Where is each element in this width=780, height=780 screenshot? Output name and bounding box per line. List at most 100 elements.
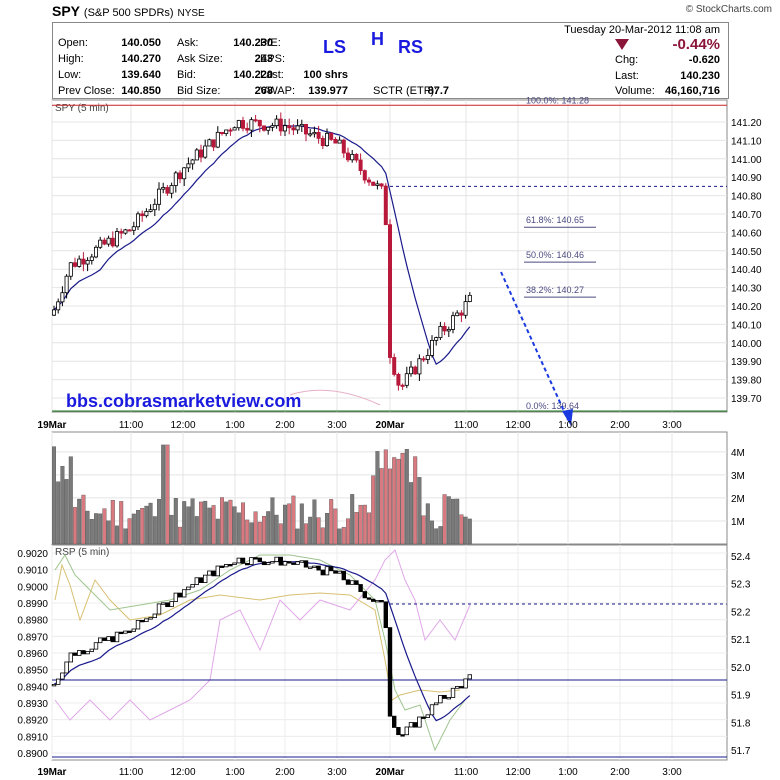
rsp-bar [387, 627, 393, 717]
volume-bar [451, 498, 456, 545]
price-tick-label: 140.60 [731, 228, 762, 239]
rsp-bar [421, 716, 426, 719]
volume-bar [434, 528, 439, 545]
volume-bars [52, 444, 472, 545]
candle-body [308, 133, 313, 136]
rsp-bar [345, 579, 351, 585]
volume-bar [249, 522, 254, 545]
price-tick-label: 140.20 [731, 302, 762, 313]
candle-body [303, 124, 308, 135]
volume-bar [135, 510, 140, 545]
candle-body [320, 137, 325, 147]
volume-bar [85, 510, 90, 545]
candle-body [194, 149, 199, 161]
rsp-left-axis: 0.9020 0.9010 0.9000 0.8990 0.8980 0.8970 0.89… [17, 549, 48, 760]
sctr-label: SCTR (ETF): [373, 85, 438, 97]
volume-bar [262, 516, 267, 545]
last-value: 140.230 [680, 70, 720, 82]
rsp-bar [215, 565, 220, 577]
candle-body [404, 373, 409, 386]
price-panel: 141.20 141.10 141.00 140.90 140.80 140.70 140.… [51, 95, 762, 426]
rsp-green-line [54, 554, 466, 752]
open-value: 140.050 [121, 37, 161, 49]
candle-body [278, 118, 283, 132]
candle-body [123, 229, 128, 234]
candle-body [253, 119, 258, 122]
rsp-left-tick-label: 0.8900 [17, 749, 48, 760]
rsp-bar [173, 592, 178, 602]
volume-bar [93, 513, 98, 545]
price-tick-label: 139.80 [731, 376, 762, 387]
candle-body [161, 187, 166, 190]
rsp-bar [282, 561, 288, 566]
price-tick-label: 139.90 [731, 357, 762, 368]
rsp-bar [181, 589, 187, 598]
volume-bar [194, 516, 199, 545]
rsp-bar [391, 715, 397, 728]
candle-body [274, 118, 279, 127]
volume-bar [182, 501, 187, 545]
ticker-title: SPY (S&P 500 SPDRs) NYSE [52, 3, 205, 19]
volume-bar [467, 518, 472, 545]
candle-body [417, 358, 422, 375]
candle-body [207, 139, 212, 147]
candle-body [291, 127, 296, 131]
volume-bar [173, 498, 178, 545]
rsp-tan-line [54, 563, 461, 701]
rsp-bar [249, 557, 254, 565]
prev-close-value: 140.850 [121, 85, 161, 97]
rsp-bar [85, 651, 90, 655]
rsp-bar [223, 564, 229, 568]
rsp-left-tick-label: 0.8910 [17, 732, 48, 743]
volume-bar [257, 521, 262, 545]
volume-bar [316, 517, 321, 545]
candle-body [425, 355, 430, 360]
candle-body [85, 260, 90, 265]
price-x-label: 2:00 [610, 420, 630, 431]
rsp-bar [291, 562, 296, 565]
rsp-bar [366, 597, 372, 600]
candle-body [467, 294, 472, 303]
candle-body [177, 172, 182, 180]
rsp-bar [337, 570, 342, 574]
symbol-name: (S&P 500 SPDRs) [83, 7, 174, 19]
rsp-panel: 0.9020 0.9010 0.9000 0.8990 0.8980 0.8970 0.89… [17, 544, 751, 761]
rsp-bar [228, 564, 233, 567]
volume-bar [123, 528, 128, 545]
volume-bar [81, 494, 86, 545]
volume-bar [299, 503, 304, 545]
change-pct: -0.44% [672, 36, 720, 53]
volume-bar [350, 494, 355, 545]
volume-bar [211, 505, 216, 545]
fib-label: 50.0%: 140.46 [526, 250, 584, 260]
volume-bar [219, 497, 224, 545]
volume-bar [207, 507, 212, 545]
symbol: SPY [52, 3, 81, 19]
rsp-bar [135, 619, 141, 630]
copyright: © StockCharts.com [685, 4, 772, 15]
rsp-bar [274, 556, 279, 562]
volume-bar [236, 512, 241, 545]
volume-bar [68, 456, 73, 545]
volume-bar [375, 451, 380, 545]
volume-y-axis: 4M 3M 2M 1M [731, 448, 745, 528]
rsp-bar [299, 560, 304, 563]
quote-box: Open: 140.050 High: 140.270 Low: 139.640… [52, 22, 729, 99]
candle-body [442, 325, 447, 332]
volume-bar [270, 497, 275, 545]
rsp-bar [459, 686, 464, 689]
price-x-axis: 19Mar 11:00 12:00 1:00 2:00 3:00 20Mar 11:00 12:… [38, 420, 683, 431]
rsp-x-label: 2:00 [610, 767, 630, 778]
candle-body [392, 357, 397, 375]
rsp-bar [433, 702, 439, 706]
volume-bar [156, 499, 161, 545]
candle-body [236, 120, 241, 129]
volume-bar [333, 508, 338, 545]
volume-bar [446, 496, 451, 545]
candle-body [413, 366, 418, 375]
rsp-pink-line [54, 549, 471, 721]
candle-body [165, 187, 170, 194]
volume-bar [388, 468, 393, 545]
candle-body [131, 226, 136, 231]
rsp-bar [244, 562, 250, 566]
